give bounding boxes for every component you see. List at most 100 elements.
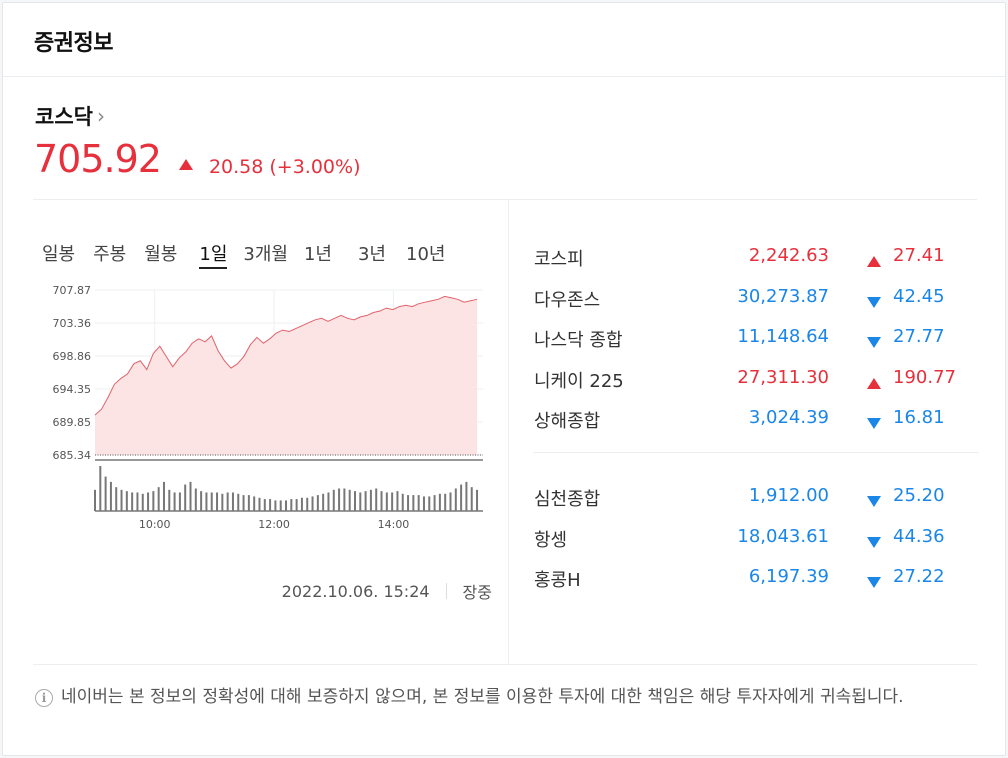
- index-row-shanghai[interactable]: 상해종합 3,024.39 16.81: [509, 407, 979, 433]
- volume-bar: [136, 492, 139, 511]
- card-header: 증권정보: [3, 3, 1005, 77]
- disclaimer: i 네이버는 본 정보의 정확성에 대해 보증하지 않으며, 본 정보를 이용한…: [35, 685, 979, 710]
- volume-bar: [173, 492, 176, 511]
- volume-bar: [194, 488, 197, 511]
- volume-bar: [258, 497, 261, 511]
- volume-bar: [433, 495, 436, 511]
- volume-bar: [131, 492, 134, 511]
- volume-bar: [263, 499, 266, 511]
- volume-bar: [216, 492, 219, 511]
- indices-panel: 코스피 2,242.63 27.41 다우존스 30,273.87 42.45 …: [509, 200, 979, 664]
- volume-bar: [316, 495, 319, 511]
- volume-bar: [157, 487, 160, 511]
- main-index-value: 705.92: [34, 137, 162, 181]
- volume-bar: [311, 496, 314, 511]
- volume-bar: [438, 493, 441, 511]
- tab-monthly[interactable]: 월봉: [144, 244, 178, 265]
- down-arrow-icon: [867, 572, 881, 593]
- volume-bar: [274, 500, 277, 511]
- volume-bar: [470, 487, 473, 511]
- index-row-nasdaq[interactable]: 나스닥 종합 11,148.64 27.77: [509, 326, 979, 352]
- disclaimer-text: 네이버는 본 정보의 정확성에 대해 보증하지 않으며, 본 정보를 이용한 투…: [61, 687, 904, 707]
- volume-bar: [385, 492, 388, 511]
- volume-bar: [332, 489, 335, 511]
- index-row-hangseng[interactable]: 항셍 18,043.61 44.36: [509, 526, 979, 552]
- y-tick-label: 698.86: [53, 350, 92, 363]
- price-line: [94, 295, 478, 416]
- volume-bar: [253, 496, 256, 511]
- index-row-shenzhen[interactable]: 심천종합 1,912.00 25.20: [509, 485, 979, 511]
- tab-1day[interactable]: 1일: [199, 240, 228, 269]
- index-row-nikkei[interactable]: 니케이 225 27,311.30 190.77: [509, 367, 979, 393]
- volume-bar: [364, 491, 367, 511]
- index-name: 나스닥 종합: [534, 330, 623, 351]
- volume-bar: [449, 492, 452, 511]
- index-change: 44.36: [893, 526, 945, 547]
- main-index-change: 20.58 (+3.00%): [178, 155, 360, 178]
- volume-bar: [285, 500, 288, 511]
- volume-bar: [242, 495, 245, 511]
- index-row-hscei[interactable]: 홍콩H 6,197.39 27.22: [509, 566, 979, 592]
- volume-bar: [422, 496, 425, 511]
- chevron-right-icon: ›: [96, 104, 105, 128]
- period-tabs: 일봉 주봉 월봉 1일 3개월 1년 3년 10년: [42, 240, 445, 269]
- main-index-link[interactable]: 코스닥 ›: [35, 101, 105, 131]
- volume-bar: [343, 488, 346, 511]
- tab-daily[interactable]: 일봉: [42, 244, 76, 265]
- y-tick-label: 694.35: [53, 383, 92, 396]
- volume-bar: [417, 495, 420, 511]
- chart-panel: 일봉 주봉 월봉 1일 3개월 1년 3년 10년 707.87 703.36 69…: [33, 200, 508, 664]
- up-arrow-icon: [867, 373, 881, 394]
- main-index-change-value: 20.58: [208, 155, 264, 178]
- volume-bar: [125, 491, 128, 511]
- volume-bar: [104, 476, 107, 511]
- index-value: 11,148.64: [737, 326, 829, 347]
- intraday-chart: 707.87 703.36 698.86 694.35 689.85 685.34 10:0…: [53, 284, 483, 531]
- divider: [33, 664, 977, 665]
- volume-bar: [279, 500, 282, 511]
- index-value: 30,273.87: [737, 286, 829, 307]
- volume-bar: [178, 492, 181, 511]
- volume-bar: [327, 492, 330, 511]
- price-area: [95, 296, 477, 455]
- volume-bar: [205, 492, 208, 511]
- volume-bar: [94, 489, 96, 511]
- tab-3years[interactable]: 3년: [357, 244, 386, 265]
- volume-bar: [428, 496, 431, 511]
- volume-bar: [380, 491, 383, 511]
- volume-bar: [412, 495, 415, 511]
- volume-bar: [476, 489, 479, 511]
- y-tick-label: 707.87: [53, 284, 92, 297]
- volume-bar: [401, 493, 404, 511]
- tab-3months[interactable]: 3개월: [243, 244, 288, 265]
- volume-bar: [147, 492, 150, 511]
- down-arrow-icon: [867, 332, 881, 353]
- down-arrow-icon: [867, 532, 881, 553]
- volume-bar: [353, 491, 356, 511]
- volume-bar: [444, 493, 447, 511]
- index-row-dow[interactable]: 다우존스 30,273.87 42.45: [509, 286, 979, 312]
- index-change: 42.45: [893, 286, 945, 307]
- index-row-kospi[interactable]: 코스피 2,242.63 27.41: [509, 245, 979, 271]
- tab-10years[interactable]: 10년: [406, 244, 446, 265]
- timestamp-separator: [445, 583, 447, 599]
- x-tick-label: 10:00: [139, 518, 171, 531]
- volume-bar: [231, 492, 234, 511]
- tab-1year[interactable]: 1년: [303, 244, 332, 265]
- tab-weekly[interactable]: 주봉: [93, 244, 127, 265]
- chart-timestamp: 2022.10.06. 15:24 장중: [282, 579, 492, 603]
- index-value: 27,311.30: [737, 367, 829, 388]
- main-index-price: 705.92 20.58 (+3.00%): [34, 137, 360, 181]
- volume-bar: [407, 495, 410, 511]
- volume-bar: [369, 489, 372, 511]
- volume-bar: [162, 481, 165, 511]
- column-divider: [508, 200, 509, 664]
- volume-bar: [184, 484, 187, 511]
- info-icon: i: [35, 689, 53, 707]
- volume-bar: [348, 489, 351, 511]
- volume-bar: [460, 484, 463, 511]
- x-tick-label: 14:00: [378, 518, 410, 531]
- volume-bar: [306, 497, 309, 511]
- market-status: 장중: [462, 583, 492, 602]
- index-value: 2,242.63: [748, 245, 829, 266]
